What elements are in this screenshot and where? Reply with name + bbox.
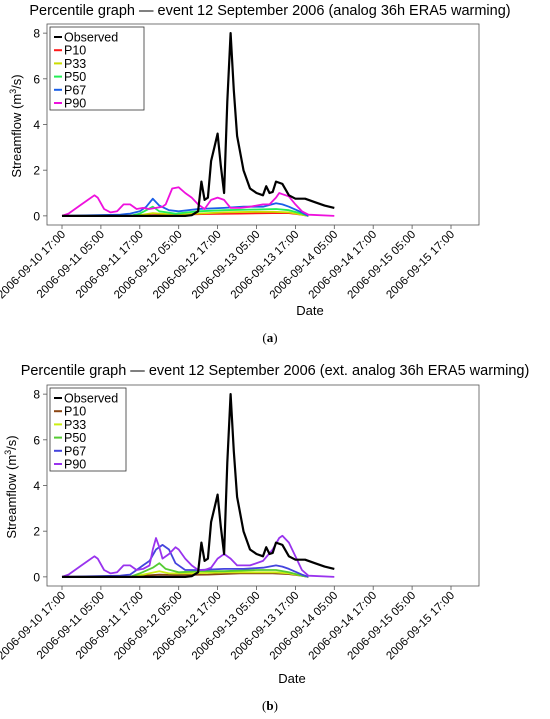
y-tick-label: 4 — [33, 479, 40, 493]
y-axis-label-main: Streamflow (m — [9, 94, 24, 178]
caption-letter: a — [267, 330, 274, 345]
y-axis-ticks: 0 2 4 6 8 — [33, 388, 47, 584]
x-tick-label: 2006-09-14 05:00 — [268, 590, 341, 663]
series-line-p90 — [61, 186, 335, 217]
x-tick-label: 2006-09-11 05:00 — [35, 229, 107, 301]
series-lines — [61, 32, 335, 217]
x-tick-label: 2006-09-12 17:00 — [151, 229, 224, 302]
series-line-p50 — [62, 562, 309, 578]
caption-close: ) — [274, 698, 278, 713]
x-tick-label: 2006-09-12 05:00 — [112, 229, 185, 302]
chart-title: Percentile graph — event 12 September 20… — [21, 363, 530, 379]
series-lines — [61, 393, 335, 578]
legend-box — [49, 26, 145, 111]
y-tick-label: 4 — [33, 118, 40, 132]
series-line-p33 — [62, 210, 309, 217]
x-tick-label: 2006-09-13 17:00 — [229, 590, 302, 663]
legend-label: P67 — [64, 83, 86, 97]
x-tick-label: 2006-09-12 05:00 — [112, 590, 185, 663]
x-axis-label: Date — [296, 303, 323, 318]
legend-label: P50 — [64, 431, 86, 445]
caption-open: ( — [262, 330, 266, 345]
caption-letter: b — [266, 698, 273, 713]
y-tick-label: 0 — [33, 570, 40, 584]
y-tick-label: 2 — [33, 525, 40, 539]
x-tick-label: 2006-09-11 17:00 — [74, 590, 146, 662]
x-tick-label: 2006-09-10 17:00 — [0, 590, 68, 663]
series-line-p67 — [61, 197, 309, 217]
y-tick-label: 6 — [33, 72, 40, 86]
series-line-p50 — [62, 205, 309, 217]
chart-panel-b: Percentile graph — event 12 September 20… — [0, 363, 529, 713]
y-axis-label-sup: 3 — [8, 89, 18, 94]
x-tick-label: 2006-09-12 17:00 — [151, 590, 224, 663]
x-tick-label: 2006-09-13 05:00 — [190, 229, 263, 302]
x-tick-label: 2006-09-11 17:00 — [74, 229, 146, 301]
y-tick-label: 0 — [33, 209, 40, 223]
y-axis-label-main: Streamflow (m — [4, 455, 19, 539]
chart-title: Percentile graph — event 12 September 20… — [29, 3, 510, 19]
legend-box — [49, 387, 127, 472]
y-tick-label: 8 — [33, 388, 40, 402]
x-tick-label: 2006-09-15 17:00 — [384, 590, 457, 663]
legend-label: P67 — [64, 444, 86, 458]
x-tick-label: 2006-09-15 05:00 — [346, 229, 419, 302]
series-line-observed — [62, 393, 335, 578]
legend-label: Observed — [64, 392, 118, 406]
legend-label: P10 — [64, 44, 86, 58]
y-axis-label: Streamflow (m3/s) — [8, 74, 24, 177]
legend-label: P90 — [64, 97, 86, 111]
x-tick-label: 2006-09-11 05:00 — [35, 590, 107, 662]
x-tick-label: 2006-09-14 17:00 — [307, 590, 380, 663]
y-axis-label-tail: /s) — [9, 74, 24, 88]
panel-caption: (b) — [262, 698, 278, 713]
y-axis-label-tail: /s) — [4, 435, 19, 449]
legend-label: P33 — [64, 418, 86, 432]
caption-close: ) — [273, 330, 277, 345]
x-tick-label: 2006-09-14 05:00 — [268, 229, 341, 302]
x-tick-label: 2006-09-10 17:00 — [0, 229, 68, 302]
panel-caption: (a) — [262, 330, 277, 345]
y-tick-label: 8 — [33, 27, 40, 41]
y-tick-label: 2 — [33, 164, 40, 178]
x-tick-label: 2006-09-13 05:00 — [190, 590, 263, 663]
x-tick-label: 2006-09-15 17:00 — [384, 229, 457, 302]
series-line-observed — [62, 32, 335, 217]
caption-open: ( — [262, 698, 266, 713]
legend-label: Observed — [64, 31, 118, 45]
legend-label: P10 — [64, 405, 86, 419]
chart-panel-a: Percentile graph — event 12 September 20… — [0, 3, 511, 345]
legend-label: P50 — [64, 70, 86, 84]
legend-label: P90 — [64, 458, 86, 472]
legend-label: P33 — [64, 57, 86, 71]
y-tick-label: 6 — [33, 433, 40, 447]
y-axis-label: Streamflow (m3/s) — [3, 435, 19, 538]
x-axis-label: Date — [278, 671, 305, 686]
x-tick-label: 2006-09-15 05:00 — [346, 590, 419, 663]
x-tick-label: 2006-09-14 17:00 — [307, 229, 380, 302]
y-axis-label-sup: 3 — [3, 450, 13, 455]
y-axis-ticks: 0 2 4 6 8 — [33, 27, 47, 223]
x-tick-label: 2006-09-13 17:00 — [229, 229, 302, 302]
